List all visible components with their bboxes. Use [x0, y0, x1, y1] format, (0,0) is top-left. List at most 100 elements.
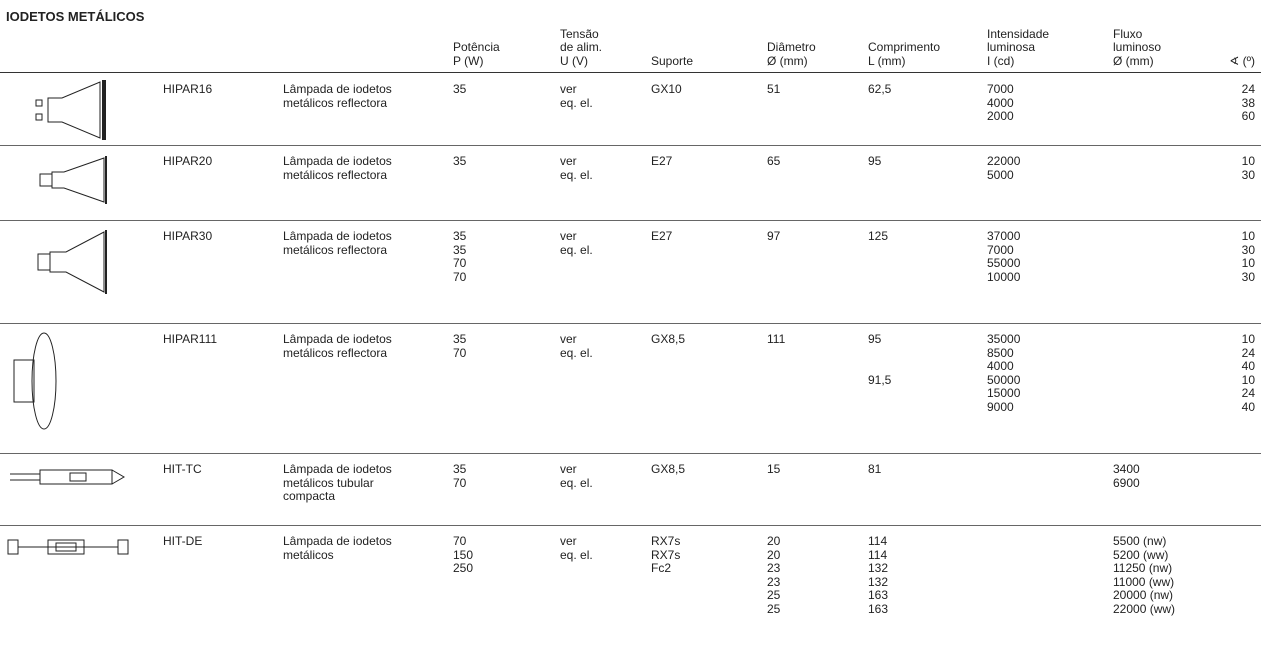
- intensity-value: 55000: [987, 256, 1021, 270]
- description-value: Lâmpada de iodetos: [283, 462, 392, 476]
- product-name: HIPAR20: [163, 154, 213, 168]
- voltage-value: eq. el.: [560, 345, 593, 360]
- header-label: luminosa: [987, 40, 1036, 54]
- description-value: metálicos reflectora: [283, 167, 388, 182]
- length-value: 132: [868, 561, 889, 575]
- angle-value: 60: [1241, 109, 1255, 123]
- base-value: RX7s: [651, 534, 681, 548]
- angle-value: 10: [1241, 256, 1255, 270]
- angle-value: 40: [1241, 399, 1255, 414]
- header-label: Tensão: [560, 26, 599, 41]
- icon-hit-de: [7, 539, 129, 555]
- angle-value: 40: [1241, 359, 1255, 373]
- power-value: 250: [453, 561, 474, 575]
- voltage-value: eq. el.: [560, 547, 593, 562]
- row-rule: [0, 145, 1261, 146]
- voltage-value: ver: [560, 332, 577, 346]
- voltage-value: eq. el.: [560, 95, 593, 110]
- power-value: 35: [453, 462, 467, 476]
- base-value: GX8,5: [651, 462, 686, 476]
- angle-value: 30: [1241, 269, 1255, 284]
- flux-value: 11250 (nw): [1113, 561, 1173, 575]
- base-value: E27: [651, 154, 673, 168]
- angle-value: 30: [1241, 167, 1255, 182]
- diameter-value: 25: [767, 601, 781, 616]
- diameter-value: 20: [767, 547, 781, 562]
- header-label: U (V): [560, 53, 588, 68]
- length-value: 125: [868, 229, 889, 243]
- diameter-value: 23: [767, 561, 781, 575]
- power-value: 150: [453, 547, 474, 562]
- title: IODETOS METÁLICOS: [6, 9, 145, 24]
- row-rule: [0, 323, 1261, 324]
- voltage-value: ver: [560, 154, 577, 168]
- product-name: HIPAR16: [163, 82, 213, 96]
- diameter-value: 97: [767, 229, 781, 243]
- length-value: 62,5: [868, 82, 892, 96]
- length-value: 114: [868, 534, 888, 548]
- voltage-value: eq. el.: [560, 167, 593, 182]
- intensity-value: 2000: [987, 109, 1014, 123]
- description-value: Lâmpada de iodetos: [283, 82, 392, 96]
- icons: [7, 80, 129, 555]
- intensity-value: 15000: [987, 386, 1021, 400]
- diameter-value: 111: [767, 332, 786, 346]
- icon-hit-tc: [10, 469, 125, 485]
- header-label: L (mm): [868, 53, 906, 68]
- header-label: P (W): [453, 53, 484, 68]
- product-name: HIT-TC: [163, 462, 202, 476]
- icon-hipar111: [13, 332, 57, 430]
- icon-hipar30: [37, 230, 107, 294]
- header-rule: [0, 72, 1261, 73]
- angle-value: 10: [1241, 154, 1255, 168]
- flux-value: 6900: [1113, 475, 1140, 490]
- diameter-value: 15: [767, 462, 781, 476]
- power-value: 35: [453, 229, 467, 243]
- length-value: 91,5: [868, 372, 892, 387]
- description-value: Lâmpada de iodetos: [283, 154, 392, 168]
- intensity-value: 5000: [987, 167, 1014, 182]
- intensity-value: 50000: [987, 372, 1021, 387]
- flux-value: 22000 (ww): [1113, 601, 1176, 616]
- header-label: luminoso: [1113, 40, 1162, 54]
- row-rule: [0, 220, 1261, 221]
- angle-value: 24: [1241, 345, 1255, 360]
- description-value: Lâmpada de iodetos: [283, 332, 392, 346]
- header-label: Suporte: [651, 53, 694, 68]
- voltage-value: eq. el.: [560, 475, 593, 490]
- header-label: Ø (mm): [1113, 53, 1154, 68]
- row-rule: [0, 525, 1261, 526]
- intensity-value: 4000: [987, 95, 1014, 110]
- length-value: 163: [868, 601, 889, 616]
- power-value: 70: [453, 345, 467, 360]
- power-value: 35: [453, 332, 467, 346]
- base-value: E27: [651, 229, 673, 243]
- angle-value: 30: [1241, 242, 1255, 257]
- intensity-value: 8500: [987, 345, 1014, 360]
- diameter-value: 51: [767, 82, 781, 96]
- product-name: HIPAR111: [163, 332, 218, 346]
- product-name: HIT-DE: [163, 534, 203, 548]
- power-value: 70: [453, 256, 467, 270]
- voltage-value: ver: [560, 82, 577, 96]
- length-value: 95: [868, 332, 882, 346]
- intensity-value: 9000: [987, 399, 1014, 414]
- voltage-value: ver: [560, 229, 577, 243]
- angle-value: 24: [1241, 82, 1255, 96]
- length-value: 81: [868, 462, 882, 476]
- voltage-value: ver: [560, 462, 577, 476]
- icon-hipar20: [39, 156, 107, 204]
- flux-value: 5500 (nw): [1113, 534, 1167, 548]
- angle-value: 10: [1241, 332, 1255, 346]
- angle-value: 38: [1241, 95, 1255, 110]
- flux-value: 3400: [1113, 462, 1140, 476]
- angle-value: 24: [1241, 386, 1255, 400]
- length-value: 114: [868, 547, 888, 562]
- intensity-value: 37000: [987, 229, 1021, 243]
- diameter-value: 65: [767, 154, 781, 168]
- icon-hipar16: [35, 80, 106, 140]
- description-value: metálicos reflectora: [283, 345, 388, 360]
- diameter-value: 20: [767, 534, 781, 548]
- power-value: 35: [453, 82, 467, 96]
